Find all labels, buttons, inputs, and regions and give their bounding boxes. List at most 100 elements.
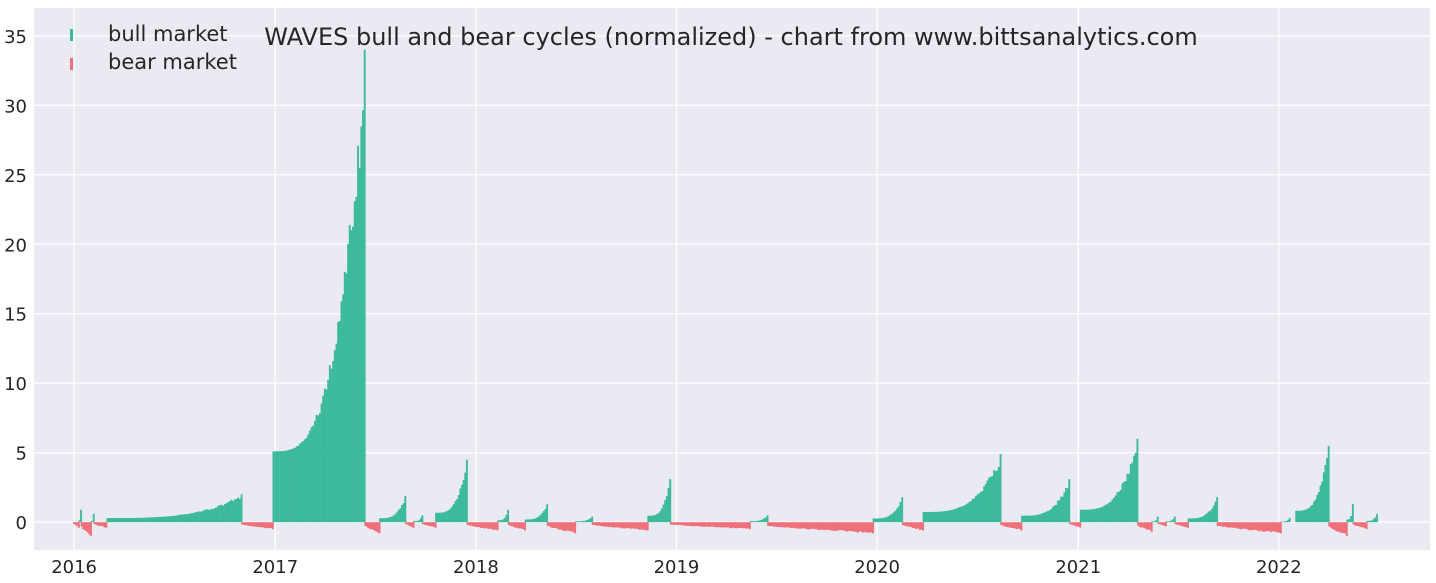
bull-bar [1101,506,1104,523]
bear-bar [922,522,925,531]
bear-bar [1158,522,1161,525]
bull-bar [416,520,419,523]
bear-bar [80,522,83,527]
bull-bar [1093,509,1096,523]
bull-bar [766,515,769,523]
bull-bar [171,515,173,523]
bull-bar [392,515,395,523]
bear-bar [799,522,802,529]
bear-bar [1276,522,1279,533]
bull-bar [759,520,762,523]
bull-bar [940,511,943,523]
bull-bar [1187,518,1190,523]
bear-bar [434,522,437,528]
bull-bar [526,519,529,523]
bull-bar [1030,515,1033,523]
bear-bar [1018,522,1021,529]
bull-bar [337,322,340,523]
bull-bar [669,479,672,523]
bear-bar [790,522,792,529]
bull-bar [1053,505,1056,523]
bull-bar [578,521,580,523]
bear-bar [1359,522,1361,527]
bear-bar [804,522,807,529]
bull-bar [327,379,330,523]
bear-bar [1180,522,1183,526]
bull-bar [379,518,382,523]
bear-bar [1268,522,1271,531]
bull-bar [299,443,301,523]
bear-bar [706,522,709,527]
bull-bar [1060,496,1063,523]
bull-bar [137,517,140,523]
bear-bar [725,522,728,528]
bear-bar [850,522,853,532]
bull-bar [886,516,888,523]
bear-bar [593,522,596,526]
bear-bar [268,522,271,529]
bear-bar [559,522,562,530]
bear-bar [404,522,407,524]
bull-bar [279,451,282,523]
bear-bar [85,522,88,532]
bear-bar [1328,522,1331,527]
y-tick-label: 15 [4,305,27,326]
bear-bar [1271,522,1274,532]
bear-bar [699,522,702,527]
bear-bar [241,522,244,525]
bull-bar [935,511,938,523]
bull-bar [662,504,665,523]
bear-bar [1070,522,1073,525]
bull-bar [934,511,937,523]
bull-bar [287,450,290,523]
bull-bar [240,494,243,523]
bear-bar [431,522,434,527]
bull-bar [235,498,238,523]
bear-bar [250,522,253,527]
bear-bar [86,522,89,533]
bear-bar [83,522,86,531]
legend-item-bear: bear market [70,50,237,74]
bull-bar [654,515,656,523]
bear-bar [1236,522,1239,529]
bull-bar [1156,516,1159,523]
bull-bar [896,508,899,523]
bull-bar [524,519,527,523]
bull-bar [180,514,183,523]
bull-bar [212,508,215,523]
bull-bar [1300,510,1303,523]
bull-bar [451,506,454,523]
bull-bar [402,503,405,523]
bull-bar [1280,521,1283,523]
bull-bar [989,476,992,523]
bull-bar [958,506,961,523]
bull-bar [320,403,323,523]
bull-bar [1056,500,1059,523]
bull-bar [362,110,364,523]
bear-bar [548,522,551,527]
bear-bar [1342,522,1345,534]
x-tick-label: 2022 [1256,557,1302,578]
bear-bar [562,522,565,531]
bull-bar [380,518,383,523]
bear-bar [564,522,567,532]
bull-bar [355,196,358,523]
bear-bar [1278,522,1281,533]
bear-bar [915,522,918,530]
bear-bar [1221,522,1224,527]
bear-bar [1187,522,1189,528]
bull-bar [1065,487,1067,523]
bear-bar [730,522,733,529]
bear-bar [367,522,370,529]
bear-bar [496,522,499,531]
bear-bar [729,522,732,529]
x-tick-label: 2018 [453,557,499,578]
bull-bar [981,491,984,523]
bear-bar [1329,522,1332,528]
bull-bar [134,517,137,523]
bull-bar [108,518,111,523]
bull-bar [106,518,109,523]
bull-bar [1134,452,1137,523]
bear-bar [598,522,601,526]
bear-bar [369,522,371,530]
